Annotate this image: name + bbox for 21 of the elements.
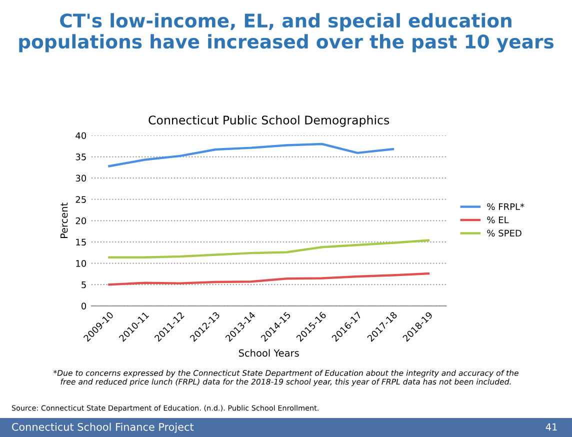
chart-subtitle: Connecticut Public School Demographics (148, 115, 390, 127)
line-series (108, 272, 430, 286)
x-axis-title: School Years (238, 349, 299, 357)
text: Connecticut School Finance Project (12, 422, 194, 433)
y-tick-label: 20 (76, 217, 86, 224)
y-tick-label: 40 (76, 132, 86, 140)
text: 41 (546, 423, 557, 431)
legend-label: % EL (487, 216, 509, 224)
chart-title: CT's low-income, EL, and special education populations have increased over the past 10 years (19, 13, 554, 52)
y-axis-title: Percent (60, 202, 68, 238)
y-tick-label: 0 (82, 302, 86, 310)
line-series (108, 239, 430, 258)
y-tick-label: 5 (82, 281, 86, 288)
y-tick-label: 25 (76, 196, 86, 203)
legend-label: % FRPL* (487, 203, 524, 210)
line-series (108, 142, 394, 168)
legend-label: % SPED (487, 230, 522, 237)
y-tick-label: 30 (76, 174, 86, 182)
y-tick-label: 35 (76, 154, 86, 160)
y-tick-label: 10 (76, 260, 86, 267)
y-tick-label: 15 (76, 238, 86, 246)
